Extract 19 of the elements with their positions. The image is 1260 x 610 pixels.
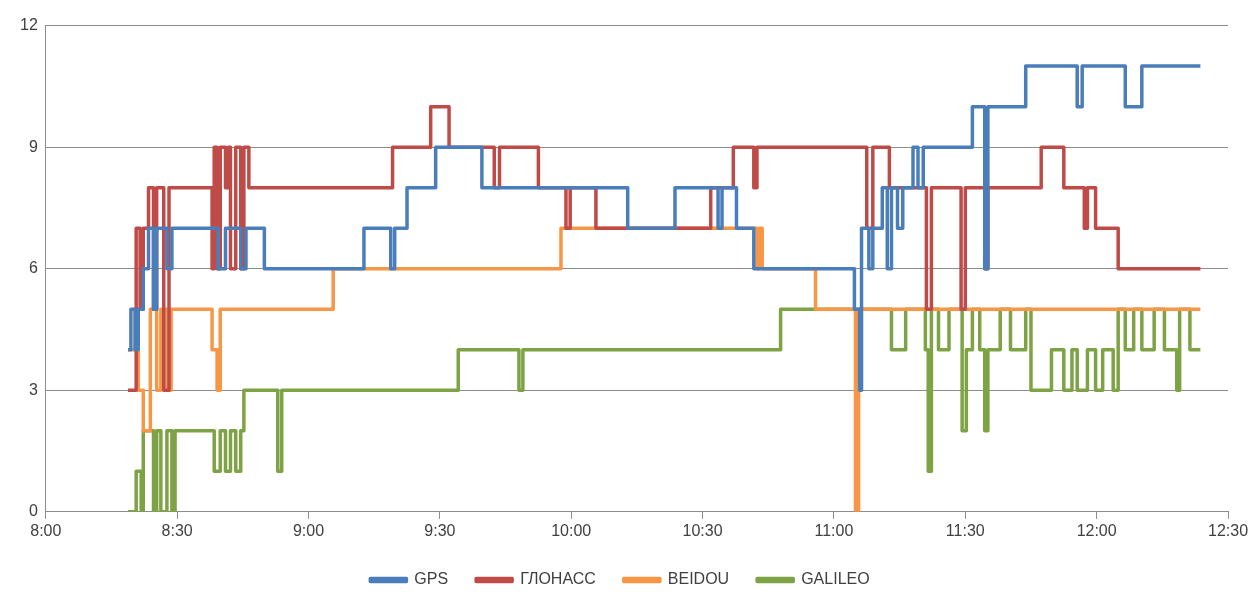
legend-label: BEIDOU xyxy=(667,570,730,588)
x-tick-label: 11:00 xyxy=(814,521,854,539)
y-tick-label: 3 xyxy=(28,380,38,398)
x-tick-label: 12:00 xyxy=(1076,521,1117,539)
legend-label: GALILEO xyxy=(801,570,870,588)
x-tick-label: 8:00 xyxy=(30,521,62,539)
x-tick-label: 9:30 xyxy=(424,521,456,539)
y-tick-label: 0 xyxy=(28,502,38,520)
x-tick-label: 10:00 xyxy=(551,521,592,539)
legend-label: GPS xyxy=(414,570,449,588)
y-tick-label: 9 xyxy=(28,137,38,155)
y-tick-label: 6 xyxy=(28,259,38,277)
x-tick-label: 9:00 xyxy=(292,521,325,539)
x-tick-label: 11:30 xyxy=(945,521,985,539)
y-tick-label: 12 xyxy=(20,16,38,34)
legend-label: ГЛОНАСС xyxy=(520,570,596,588)
x-tick-label: 8:30 xyxy=(161,521,193,539)
x-tick-label: 10:30 xyxy=(682,521,723,539)
x-tick-label: 12:30 xyxy=(1207,521,1249,539)
